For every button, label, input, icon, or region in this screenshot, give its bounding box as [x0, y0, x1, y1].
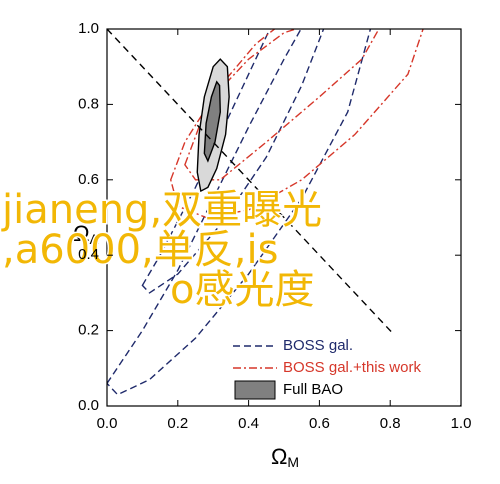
- y-tick-label: 0.0: [78, 397, 99, 414]
- x-tick-label: 0.0: [97, 415, 118, 432]
- legend-label: Full BAO: [283, 381, 343, 398]
- axes-frame: [106, 28, 462, 407]
- y-axis-label: ΩΛ: [73, 221, 99, 247]
- y-tick-label: 0.4: [78, 246, 99, 263]
- x-tick-label: 0.8: [380, 415, 401, 432]
- overlay-line: ,a6000,单反,is: [2, 227, 278, 273]
- y-tick-label: 0.2: [78, 322, 99, 339]
- y-tick-label: 1.0: [78, 20, 99, 37]
- x-axis-label: ΩM: [271, 444, 299, 470]
- legend-swatch: [234, 380, 276, 400]
- legend-label: BOSS gal.: [283, 337, 353, 354]
- y-tick-label: 0.6: [78, 171, 99, 188]
- contour: [203, 80, 221, 163]
- x-tick-label: 0.2: [167, 415, 188, 432]
- x-tick-label: 0.4: [238, 415, 259, 432]
- contour: [141, 29, 325, 294]
- contour: [107, 29, 372, 396]
- legend-label: BOSS gal.+this work: [283, 359, 421, 376]
- y-tick-label: 0.8: [78, 95, 99, 112]
- plot-area: [107, 29, 461, 406]
- reference-line: [107, 29, 461, 406]
- legend: BOSS gal. BOSS gal.+this work Full BAO: [229, 334, 457, 402]
- overlay-line: jianeng,双重曝光: [1, 187, 322, 233]
- x-tick-label: 0.6: [309, 415, 330, 432]
- overlay-line: o感光度: [170, 267, 314, 313]
- x-tick-label: 1.0: [451, 415, 472, 432]
